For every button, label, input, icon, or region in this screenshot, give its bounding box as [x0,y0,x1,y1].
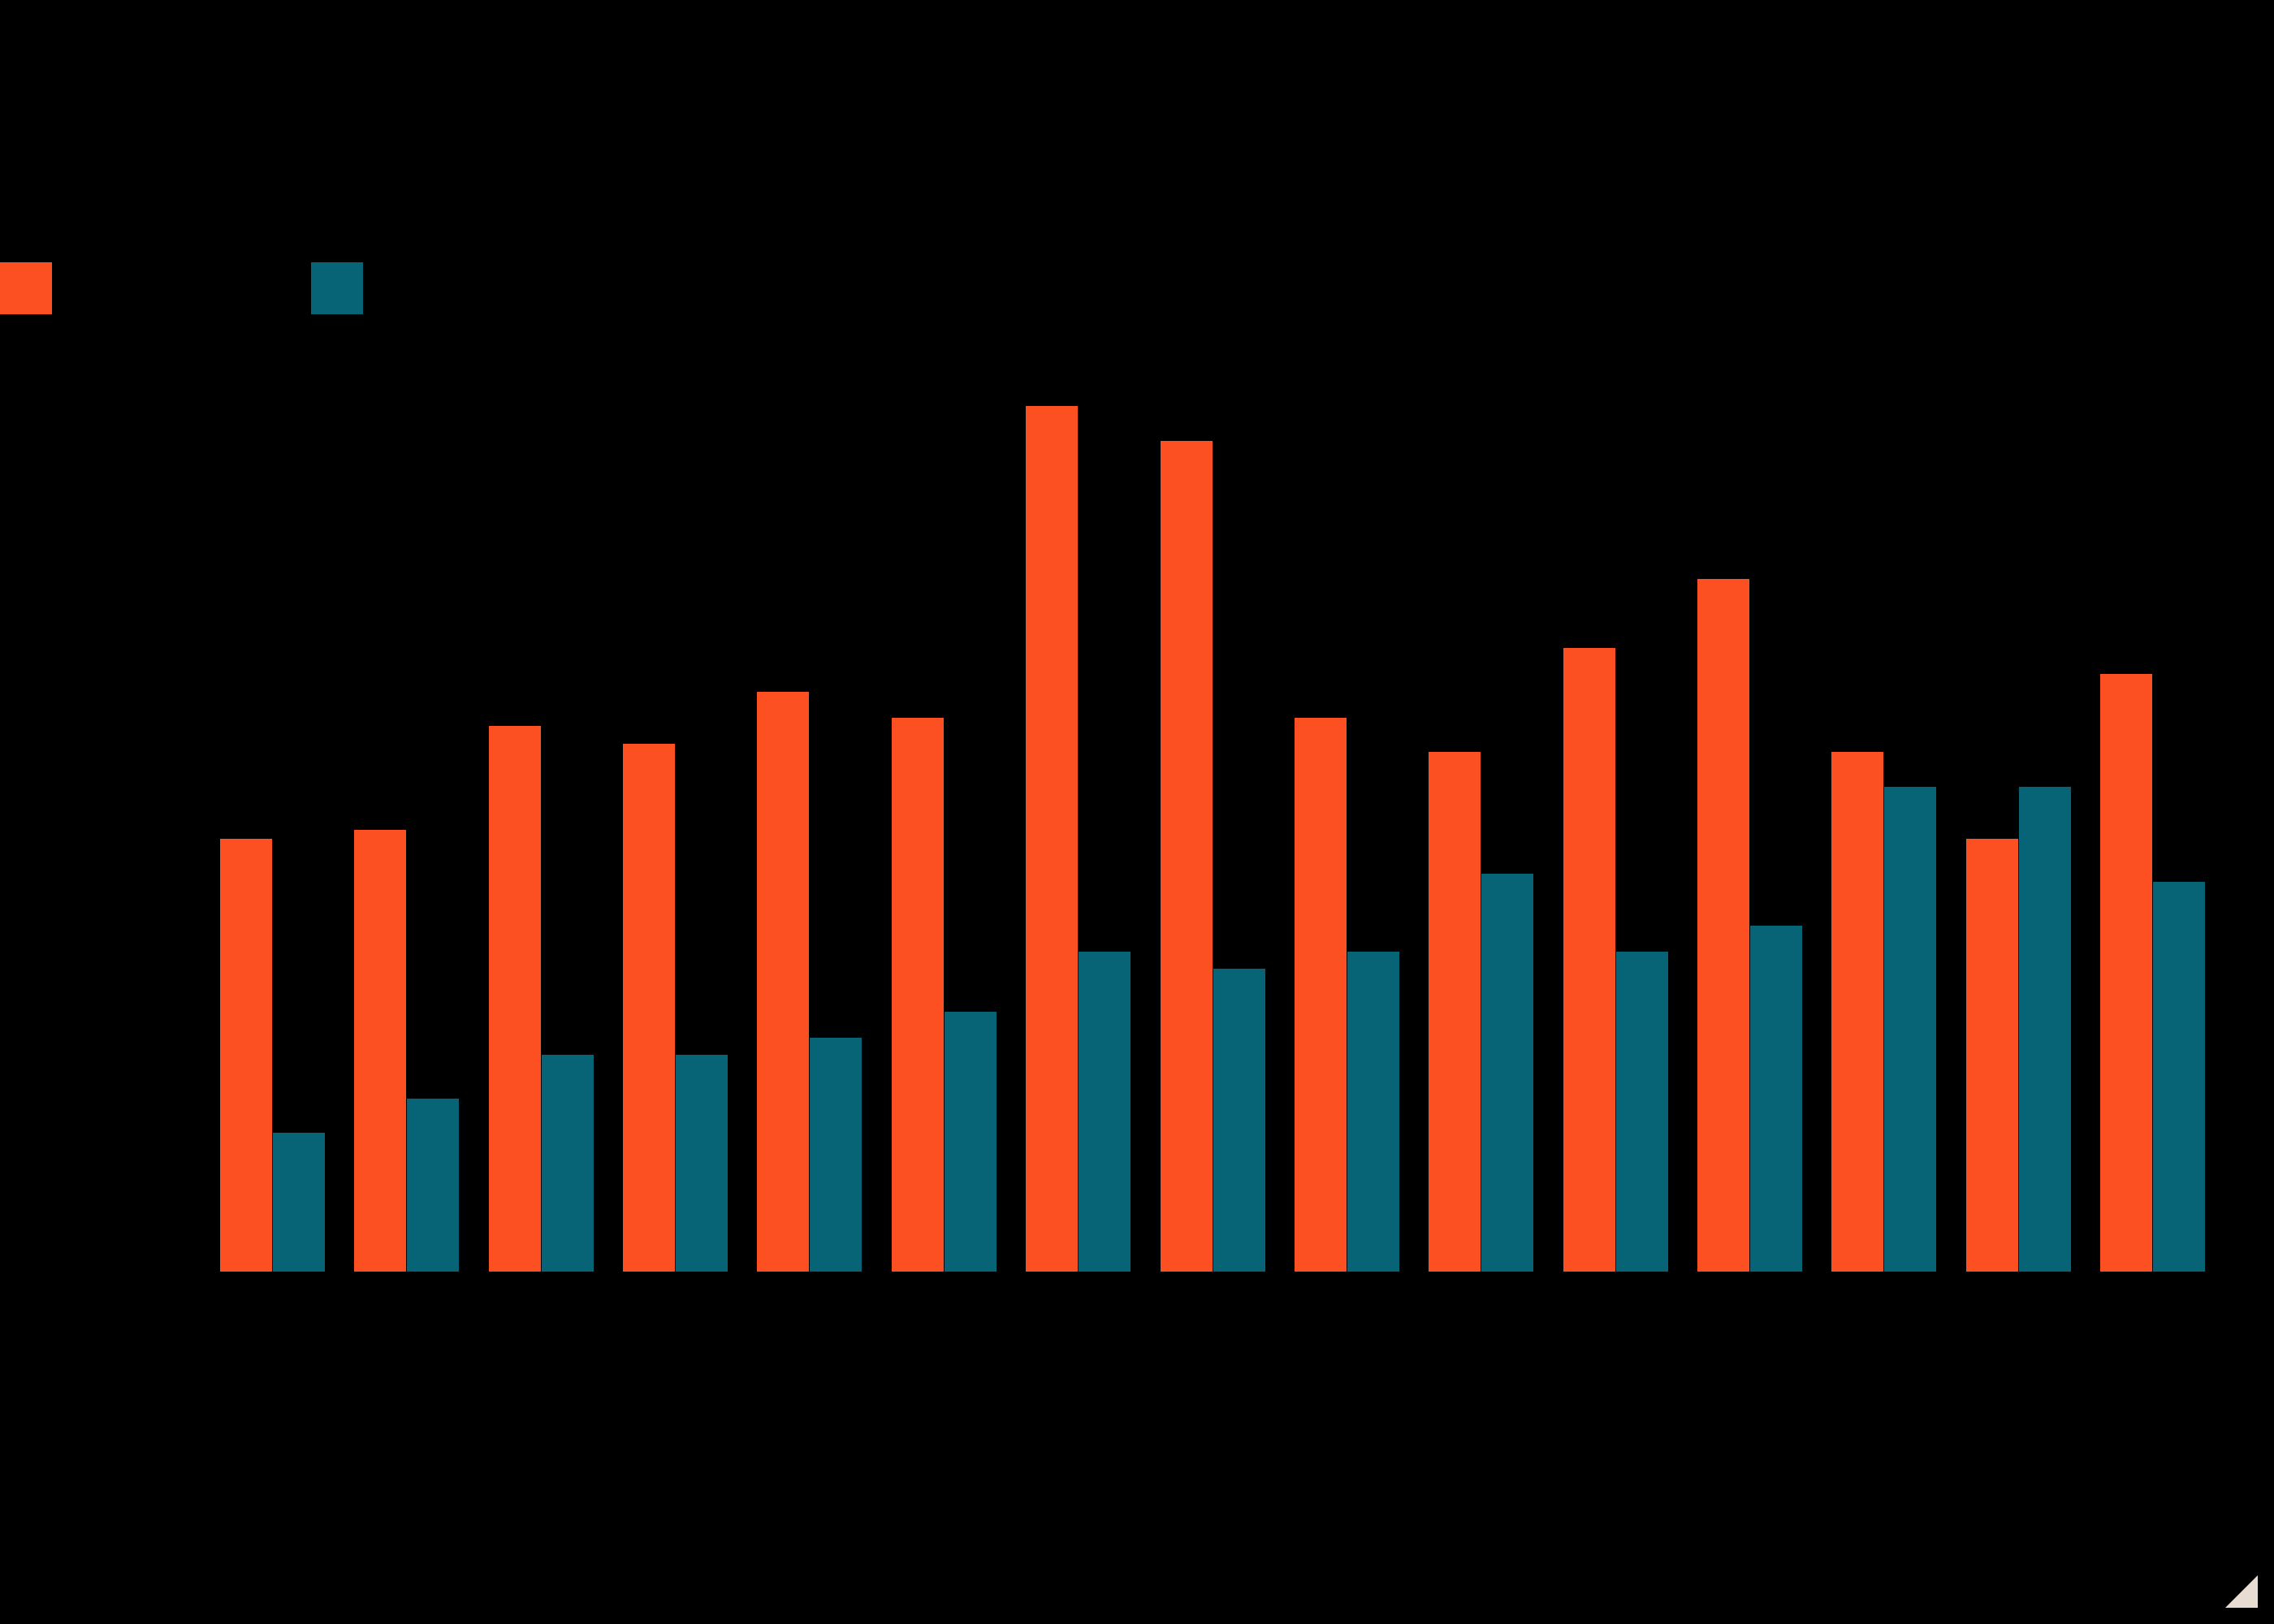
bar-series-a-group-3 [489,726,541,1272]
legend-swatch-series-b [311,262,363,314]
bar-series-a-group-15 [2100,674,2152,1272]
bar-series-b-group-2 [407,1099,459,1272]
bar-series-a-group-4 [623,744,675,1272]
bar-series-b-group-11 [1616,952,1668,1272]
bar-series-b-group-7 [1079,952,1131,1272]
bar-series-b-group-9 [1347,952,1399,1272]
bar-series-a-group-6 [892,718,944,1272]
bar-series-a-group-10 [1429,752,1481,1272]
bar-series-a-group-2 [354,830,406,1272]
bar-series-a-group-14 [1966,839,2018,1272]
bar-series-a-group-11 [1563,648,1615,1272]
bar-series-b-group-15 [2153,882,2205,1272]
bar-series-b-group-4 [676,1055,728,1272]
bar-series-b-group-12 [1750,926,1802,1272]
bar-series-a-group-13 [1831,752,1883,1272]
watermark-triangle-icon [2225,1575,2258,1608]
bar-series-b-group-14 [2019,787,2071,1272]
bar-series-b-group-6 [945,1012,996,1272]
bar-series-a-group-1 [220,839,272,1272]
bar-series-b-group-5 [810,1038,862,1272]
bar-series-b-group-13 [1884,787,1936,1272]
bar-series-a-group-9 [1295,718,1347,1272]
bar-series-a-group-12 [1697,579,1749,1272]
bar-series-a-group-7 [1026,406,1078,1272]
bar-series-b-group-1 [273,1133,325,1272]
bar-series-b-group-10 [1481,874,1533,1272]
bar-series-b-group-8 [1213,969,1265,1272]
bar-series-b-group-3 [542,1055,594,1272]
legend-swatch-series-a [0,262,52,314]
bar-series-a-group-8 [1161,441,1213,1272]
bar-series-a-group-5 [757,692,809,1272]
